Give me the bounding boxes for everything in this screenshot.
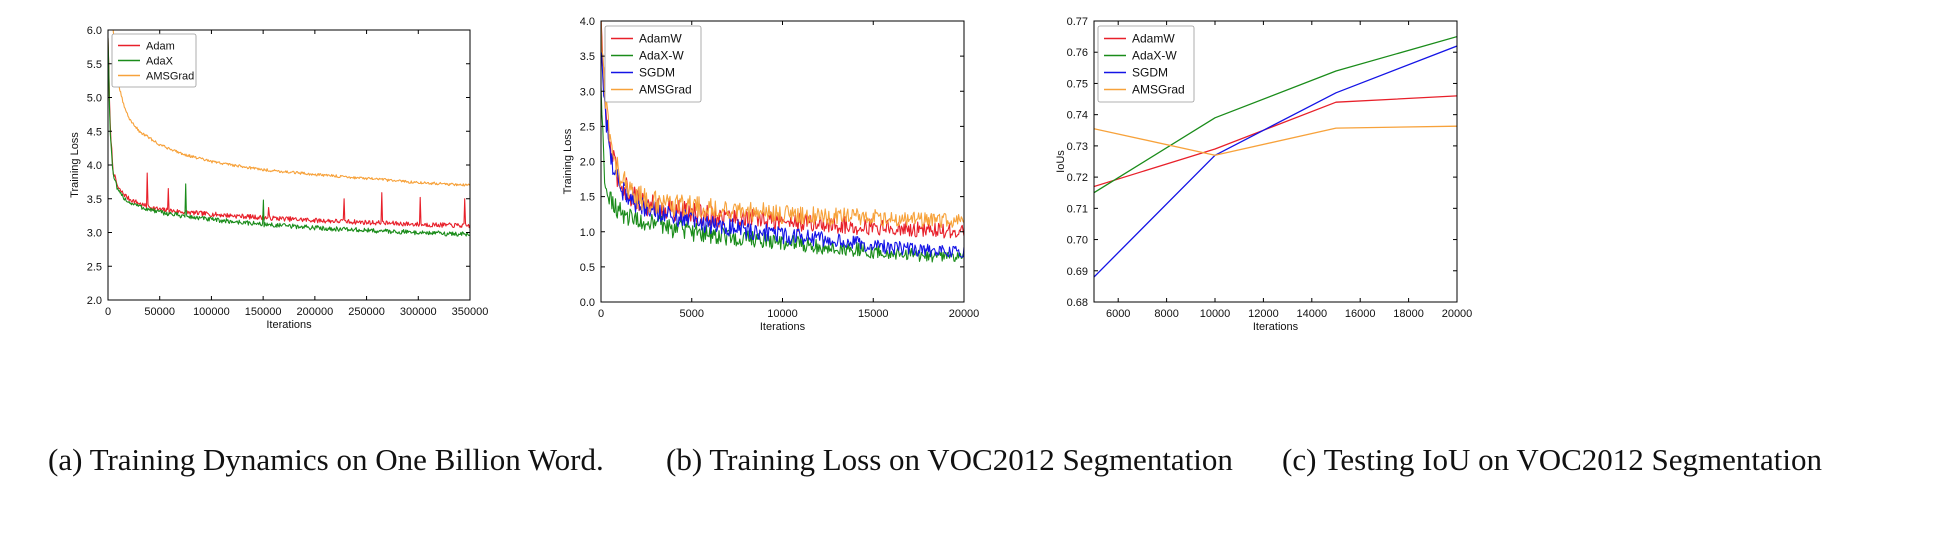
- x-axis-label: Iterations: [760, 321, 806, 333]
- x-tick-label: 0: [105, 306, 111, 318]
- legend-label: AMSGrad: [1132, 83, 1185, 97]
- x-tick-label: 5000: [680, 308, 704, 320]
- y-tick-label: 0.71: [1067, 203, 1088, 215]
- series-line-sgdm: [1094, 45, 1457, 278]
- chart-a: 0 50000 100000 150000 200000 250000 300000 3500…: [69, 25, 488, 331]
- y-tick-label: 4.0: [580, 16, 595, 28]
- y-tick-label: 1.5: [580, 192, 595, 204]
- x-axis-label: Iterations: [1253, 321, 1299, 333]
- y-tick-label: 3.5: [580, 51, 595, 63]
- x-tick-label: 6000: [1106, 308, 1130, 320]
- series-line-adam: [108, 37, 470, 229]
- legend-label: SGDM: [1132, 66, 1168, 80]
- series-line-amsgrad: [1094, 125, 1457, 156]
- legend-box: [1097, 25, 1195, 103]
- x-tick-label: 18000: [1393, 308, 1424, 320]
- y-axis-label: Training Loss: [562, 128, 574, 194]
- series-line-sgdm: [601, 30, 964, 258]
- y-tick-label: 0.70: [1067, 235, 1088, 247]
- legend: AdamW AdaX-W SGDM AMSGrad: [1097, 25, 1195, 103]
- caption-b: (b) Training Loss on VOC2012 Segmentatio…: [666, 442, 1233, 477]
- x-tick-label: 16000: [1345, 308, 1376, 320]
- y-tick-label: 0.73: [1067, 141, 1088, 153]
- series-line-amsgrad: [601, 21, 964, 229]
- series-group: [108, 30, 470, 237]
- x-tick-label: 50000: [144, 306, 175, 318]
- legend-label: AdaX-W: [1132, 49, 1177, 63]
- x-tick-label: 20000: [949, 308, 980, 320]
- y-tick-label: 1.0: [580, 227, 595, 239]
- series-line-adax-w: [1094, 35, 1457, 194]
- y-tick-label: 6.0: [87, 25, 102, 37]
- legend-label: AdamW: [639, 32, 682, 46]
- y-tick-label: 0.77: [1067, 16, 1088, 28]
- y-tick-label: 2.0: [580, 157, 595, 169]
- y-tick-label: 2.5: [580, 121, 595, 133]
- y-tick-label: 0.74: [1067, 110, 1088, 122]
- y-tick-label: 0.75: [1067, 78, 1088, 90]
- y-tick-label: 0.76: [1067, 47, 1088, 59]
- y-tick-label: 0.68: [1067, 297, 1088, 309]
- caption-a: (a) Training Dynamics on One Billion Wor…: [48, 442, 604, 477]
- x-tick-label: 200000: [296, 306, 333, 318]
- x-tick-label: 250000: [348, 306, 385, 318]
- y-tick-label: 5.0: [87, 93, 102, 105]
- y-tick-label: 2.5: [87, 261, 102, 273]
- x-tick-label: 20000: [1442, 308, 1473, 320]
- x-tick-label: 14000: [1297, 308, 1328, 320]
- legend-label: AdaX-W: [639, 49, 684, 63]
- series-line-adax: [108, 37, 470, 237]
- y-tick-label: 0.5: [580, 262, 595, 274]
- legend-label: AdaX: [146, 56, 174, 68]
- x-tick-label: 350000: [452, 306, 489, 318]
- x-tick-label: 15000: [858, 308, 889, 320]
- x-axis-label: Iterations: [266, 319, 312, 331]
- y-tick-label: 4.5: [87, 126, 102, 138]
- legend-label: AMSGrad: [639, 83, 692, 97]
- chart-c: 6000 8000 10000 12000 14000 16000 18000 20000 0.…: [1055, 16, 1472, 333]
- x-tick-label: 0: [598, 308, 604, 320]
- series-group: [601, 21, 964, 263]
- legend-label: AdamW: [1132, 32, 1175, 46]
- y-axis-label: IoUs: [1055, 150, 1067, 173]
- x-tick-label: 10000: [767, 308, 798, 320]
- y-tick-label: 2.0: [87, 295, 102, 307]
- legend-label: SGDM: [639, 66, 675, 80]
- x-tick-label: 12000: [1248, 308, 1279, 320]
- y-tick-label: 3.0: [87, 228, 102, 240]
- y-tick-label: 0.72: [1067, 172, 1088, 184]
- legend: Adam AdaX AMSGrad: [111, 33, 197, 88]
- x-tick-label: 100000: [193, 306, 230, 318]
- series-line-adamw: [1094, 95, 1457, 188]
- legend-box: [604, 25, 702, 103]
- y-axis-label: Training Loss: [69, 132, 81, 198]
- legend-label: Adam: [146, 41, 175, 53]
- y-tick-label: 5.5: [87, 59, 102, 71]
- plot-frame: [1093, 20, 1458, 303]
- x-tick-label: 10000: [1200, 308, 1231, 320]
- y-tick-label: 0.0: [580, 297, 595, 309]
- chart-b: 0 5000 10000 15000 20000 0.0 0.5 1.0 1.5 2.0 2.5 3.…: [562, 16, 980, 333]
- caption-c: (c) Testing IoU on VOC2012 Segmentation: [1282, 442, 1822, 477]
- x-tick-label: 150000: [245, 306, 282, 318]
- y-tick-label: 0.69: [1067, 266, 1088, 278]
- legend-box: [111, 33, 197, 88]
- x-tick-label: 8000: [1154, 308, 1178, 320]
- y-tick-label: 3.5: [87, 194, 102, 206]
- x-tick-label: 300000: [400, 306, 437, 318]
- legend-label: AMSGrad: [146, 71, 194, 83]
- legend: AdamW AdaX-W SGDM AMSGrad: [604, 25, 702, 103]
- series-line-amsgrad: [112, 30, 470, 187]
- y-tick-label: 3.0: [580, 86, 595, 98]
- series-group: [1094, 35, 1457, 278]
- y-tick-label: 4.0: [87, 160, 102, 172]
